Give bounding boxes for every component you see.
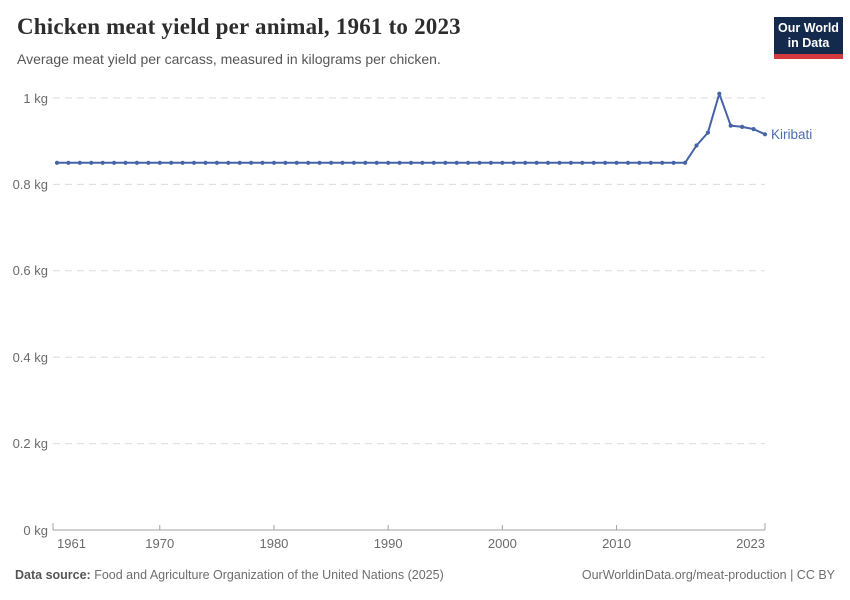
x-tick-label: 1970	[145, 536, 175, 551]
owid-logo[interactable]: Our World in Data	[774, 17, 843, 59]
data-point-marker	[488, 160, 493, 165]
data-point-marker	[146, 160, 151, 165]
data-point-marker	[100, 160, 105, 165]
data-point-marker	[466, 160, 471, 165]
x-tick-label: 2023	[736, 536, 765, 551]
y-tick-label: 1 kg	[23, 90, 48, 106]
data-point-marker	[203, 160, 208, 165]
data-point-marker	[237, 160, 242, 165]
series-label-kiribati[interactable]: Kiribati	[771, 126, 813, 142]
data-point-marker	[363, 160, 368, 165]
data-point-marker	[683, 160, 688, 165]
data-point-marker	[271, 160, 277, 165]
data-point-marker	[89, 160, 94, 165]
footer-datasource-text: Food and Agriculture Organization of the…	[94, 568, 444, 582]
data-point-marker	[374, 160, 379, 165]
data-point-marker	[477, 160, 482, 165]
data-point-marker	[557, 160, 562, 165]
data-point-marker	[740, 124, 745, 129]
data-point-marker	[214, 160, 219, 165]
y-tick-label: 0 kg	[23, 522, 48, 538]
data-point-marker	[54, 160, 60, 165]
data-point-marker	[511, 160, 516, 165]
gridlines-layer	[53, 97, 765, 445]
data-point-marker	[123, 160, 128, 165]
footer-attribution[interactable]: OurWorldinData.org/meat-production | CC …	[581, 568, 835, 582]
chart-subtitle: Average meat yield per carcass, measured…	[17, 51, 441, 67]
data-point-marker	[705, 130, 711, 135]
x-tick-label: 1980	[259, 536, 289, 551]
data-point-marker	[580, 160, 585, 165]
data-point-marker	[614, 160, 619, 165]
data-point-marker	[397, 160, 402, 165]
data-point-marker	[306, 160, 311, 165]
data-point-marker	[66, 160, 71, 165]
data-point-marker	[77, 160, 82, 165]
data-point-marker	[283, 160, 288, 165]
data-point-marker	[603, 160, 608, 165]
data-point-marker	[226, 160, 231, 165]
data-point-marker	[534, 160, 539, 165]
data-point-marker	[671, 160, 676, 165]
data-point-marker	[728, 123, 733, 128]
x-tick-label: 1961	[57, 536, 86, 551]
data-point-marker	[249, 160, 254, 165]
data-point-marker	[260, 160, 265, 165]
data-point-marker	[751, 127, 756, 132]
data-point-marker	[637, 160, 642, 165]
data-point-marker	[317, 160, 322, 165]
data-point-marker	[169, 160, 174, 165]
data-point-marker	[408, 160, 414, 165]
y-tick-label: 0.8 kg	[12, 176, 48, 192]
data-point-marker	[454, 160, 459, 165]
data-point-marker	[591, 160, 596, 165]
footer-datasource: Data source: Food and Agriculture Organi…	[15, 568, 444, 582]
series-layer	[54, 91, 768, 165]
data-point-marker	[191, 160, 197, 165]
x-tick-label: 2000	[487, 536, 517, 551]
data-point-marker	[694, 143, 699, 148]
y-tick-label: 0.6 kg	[12, 263, 48, 279]
data-point-marker	[180, 160, 185, 165]
series-line-kiribati	[56, 92, 766, 164]
data-point-marker	[420, 160, 425, 165]
data-point-marker	[545, 160, 551, 165]
data-point-marker	[625, 160, 631, 165]
page-title: Chicken meat yield per animal, 1961 to 2…	[17, 14, 461, 39]
data-point-marker	[112, 160, 117, 165]
y-tick-label: 0.4 kg	[12, 349, 48, 365]
data-point-marker	[762, 132, 768, 137]
data-point-marker	[386, 160, 391, 165]
owid-logo-line2: in Data	[787, 36, 830, 50]
data-point-marker	[648, 160, 653, 165]
data-point-marker	[443, 160, 448, 165]
data-point-marker	[294, 160, 299, 165]
data-point-marker	[431, 160, 436, 165]
y-tick-label: 0.2 kg	[12, 436, 48, 452]
footer-datasource-label: Data source:	[15, 568, 91, 582]
x-tick-label: 2010	[602, 536, 631, 551]
data-point-marker	[568, 160, 574, 165]
data-point-marker	[523, 160, 528, 165]
data-point-marker	[717, 91, 722, 96]
owid-logo-line1: Our World	[778, 21, 839, 35]
x-tick-label: 1990	[373, 536, 403, 551]
chart-footer: Data source: Food and Agriculture Organi…	[15, 568, 835, 582]
data-point-marker	[351, 160, 356, 165]
data-point-marker	[134, 160, 139, 165]
data-point-marker	[157, 160, 162, 165]
data-point-marker	[340, 160, 345, 165]
data-point-marker	[500, 160, 505, 165]
data-point-marker	[660, 160, 665, 165]
data-point-marker	[329, 160, 334, 165]
x-axis-layer	[52, 523, 766, 531]
